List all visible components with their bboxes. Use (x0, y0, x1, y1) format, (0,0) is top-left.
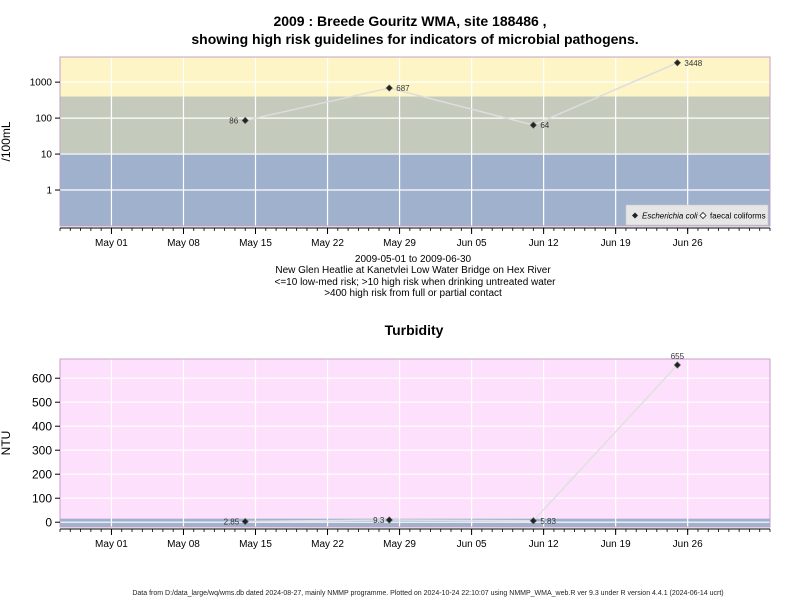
date-range-note: 2009-05-01 to 2009-06-30 (355, 254, 472, 265)
legend-box (625, 204, 769, 226)
data-point (241, 517, 249, 526)
risk-drinking-note: <=10 low-med risk; >10 high risk when dr… (275, 277, 557, 288)
chart-subtitle: showing high risk guidelines for indicat… (191, 31, 638, 47)
y-tick-label: 600 (32, 372, 52, 386)
x-tick-label: May 08 (167, 539, 200, 550)
x-tick-label: May 08 (167, 238, 200, 249)
x-tick-label: May 01 (95, 238, 128, 249)
x-tick-label: May 15 (239, 238, 272, 249)
y-axis-label: NTU (0, 431, 13, 456)
microbial-panel: 1 10 100 1000 May 01 May 08 May 15 May 22 May 29… (0, 56, 771, 249)
data-point (673, 59, 682, 67)
data-label: 9.3 (373, 516, 385, 525)
legend-filled-diamond-icon (632, 212, 638, 219)
data-point (529, 517, 537, 525)
data-label: 687 (396, 84, 410, 93)
x-tick-label: Jun 12 (529, 238, 559, 249)
y-tick-label: 10 (41, 150, 53, 161)
site-description-note: New Glen Heatlie at Kanetvlei Low Water … (275, 265, 551, 276)
x-tick-label: Jun 26 (673, 539, 703, 550)
panel-border (59, 56, 771, 227)
data-point (385, 84, 393, 92)
y-axis-label: /100mL (0, 121, 13, 161)
turbidity-title: Turbidity (385, 322, 444, 338)
series-line (245, 364, 678, 523)
data-label: 64 (540, 121, 549, 130)
data-label: 86 (229, 116, 238, 125)
y-tick-label: 400 (32, 420, 52, 434)
series-line (245, 62, 678, 126)
data-label: 5.83 (540, 517, 556, 526)
data-label: 655 (671, 352, 685, 361)
legend-label: faecal coliforms (710, 212, 766, 221)
panel-border (59, 358, 771, 528)
x-tick-label: Jun 12 (529, 539, 559, 550)
risk-band (60, 57, 770, 97)
y-tick-label: 300 (32, 444, 52, 458)
risk-band (60, 359, 770, 519)
x-tick-label: Jun 26 (673, 238, 703, 249)
x-tick-label: May 01 (95, 539, 128, 550)
x-tick-label: May 29 (383, 238, 416, 249)
x-tick-label: May 22 (311, 238, 344, 249)
legend: Escherichia coli faecal coliforms (625, 204, 769, 226)
x-tick-label: Jun 19 (601, 238, 631, 249)
x-tick-label: May 22 (311, 539, 344, 550)
data-label: 3448 (684, 59, 702, 68)
y-tick-label: 100 (32, 492, 52, 506)
y-tick-label: 500 (32, 396, 52, 410)
x-tick-label: May 15 (239, 539, 272, 550)
legend-label: Escherichia coli (642, 212, 698, 221)
y-tick-label: 0 (45, 516, 52, 530)
y-tick-label: 1 (46, 186, 52, 197)
footer-note: Data from D:/data_large/wq/wms.db dated … (132, 590, 723, 597)
risk-contact-note: >400 high risk from full or partial cont… (324, 288, 502, 299)
chart-title: 2009 : Breede Gouritz WMA, site 188486 , (273, 13, 546, 29)
legend-open-diamond-icon (699, 211, 707, 220)
data-point (673, 361, 682, 369)
x-tick-label: May 29 (383, 539, 416, 550)
y-tick-label: 200 (32, 468, 52, 482)
x-tick-label: Jun 05 (457, 238, 487, 249)
y-tick-label: 100 (35, 114, 52, 125)
data-point (241, 116, 249, 125)
data-label: 2.85 (224, 518, 240, 527)
risk-band (60, 96, 770, 155)
x-tick-label: Jun 05 (457, 539, 487, 550)
turbidity-panel: 0 100 200 300 400 500 600 May 01 May 08 May 15 May… (0, 352, 771, 550)
data-point (385, 516, 393, 524)
data-point (529, 121, 537, 129)
x-tick-label: Jun 19 (601, 539, 631, 550)
y-tick-label: 1000 (30, 78, 53, 89)
